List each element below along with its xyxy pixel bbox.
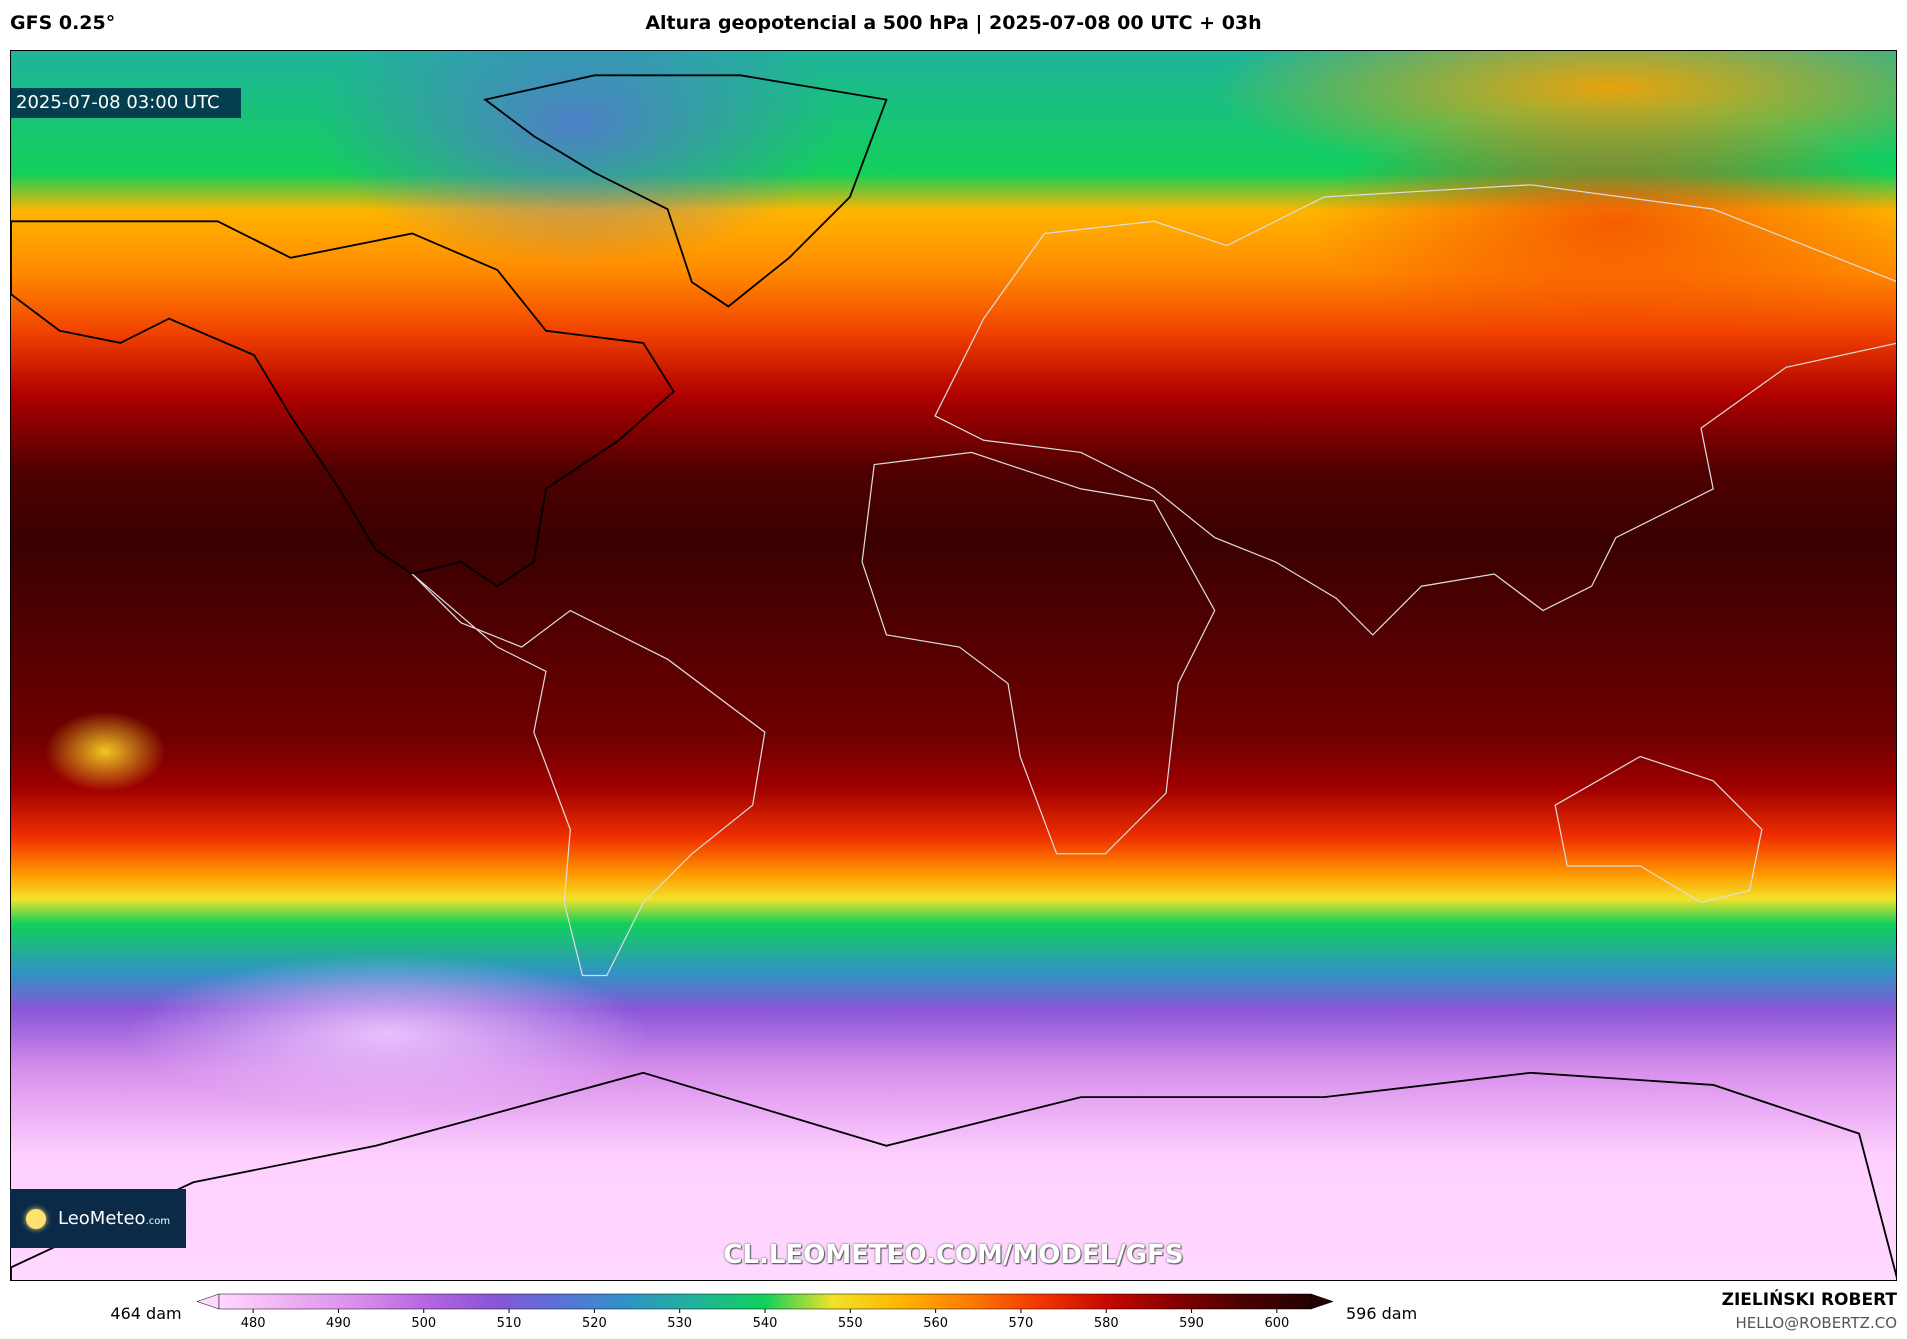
geopotential-map	[10, 50, 1897, 1281]
africa	[861, 451, 1216, 855]
colorbar-tick-label: 530	[667, 1316, 692, 1331]
antarctica	[11, 1071, 1896, 1280]
logo-sun	[26, 1209, 46, 1229]
watermark: CL.LEOMETEO.COM/MODEL/GFS	[723, 1240, 1184, 1270]
colorbar-tick-label: 500	[411, 1316, 436, 1331]
model-label: GFS 0.25°	[10, 12, 116, 34]
colorbar-tick-label: 480	[241, 1316, 266, 1331]
colorbar: 464 dam 596 dam 480 490 500 510 520 530 540 550…	[110, 1293, 1417, 1331]
australia	[1554, 755, 1763, 904]
colorbar-max-label: 596 dam	[1346, 1304, 1417, 1323]
coastlines	[11, 74, 1896, 1280]
north-america	[11, 220, 675, 588]
author: ZIELIŃSKI ROBERT	[1721, 1290, 1897, 1310]
colorbar-tick-label: 590	[1179, 1316, 1204, 1331]
colorbar-tick-label: 520	[582, 1316, 607, 1331]
logo-suffix: .com	[145, 1216, 171, 1227]
email: HELLO@ROBERTZ.CO	[1735, 1314, 1897, 1332]
colorbar-low-extend	[196, 1293, 220, 1310]
logo: LeoMeteo.com	[10, 1189, 186, 1248]
colorbar-body	[218, 1293, 1312, 1310]
colorbar-tick-label: 550	[838, 1316, 863, 1331]
colorbar-tick-label: 570	[1009, 1316, 1034, 1331]
south-america	[411, 573, 766, 977]
logo-name: LeoMeteo	[58, 1208, 146, 1229]
colorbar-tick-label: 490	[326, 1316, 351, 1331]
colorbar-tick-label: 580	[1094, 1316, 1119, 1331]
colorbar-tick-label: 510	[497, 1316, 522, 1331]
valid-time: 2025-07-08 03:00 UTC	[10, 88, 241, 118]
greenland	[483, 74, 888, 308]
eurasia	[934, 184, 1896, 636]
colorbar-tick-label: 560	[923, 1316, 948, 1331]
colorbar-tick-label: 540	[753, 1316, 778, 1331]
map-title: Altura geopotencial a 500 hPa | 2025-07-…	[645, 12, 1262, 34]
colorbar-high-extend	[1310, 1293, 1334, 1310]
colorbar-min-label: 464 dam	[110, 1304, 181, 1323]
colorbar-tick-label: 600	[1264, 1316, 1289, 1331]
